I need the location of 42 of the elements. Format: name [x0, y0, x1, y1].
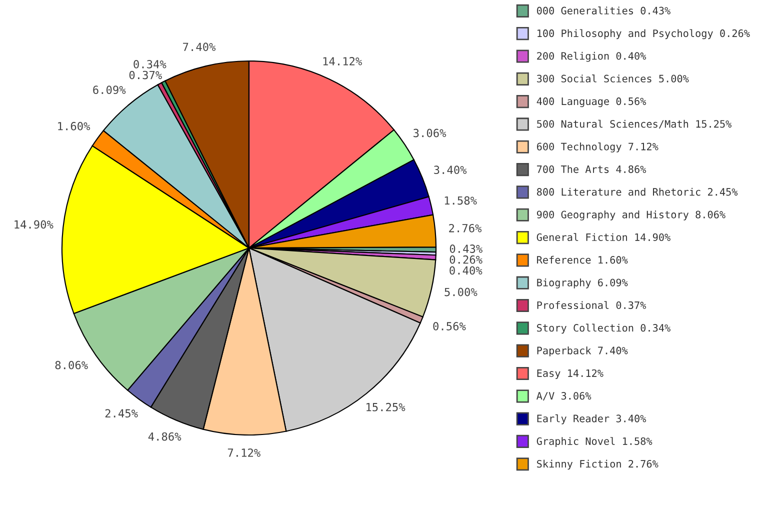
data-label: 7.12%	[228, 448, 260, 457]
legend-label: Story Collection 0.34%	[537, 324, 670, 334]
legend-label: 300 Social Sciences 5.00%	[537, 74, 689, 82]
data-label: 0.26%	[450, 255, 482, 264]
legend-label: 500 Natural Sciences/Math 15.25%	[537, 120, 732, 129]
legend-label: A/V 3.06%	[536, 392, 592, 400]
legend-label: General Fiction 14.90%	[536, 233, 670, 242]
legend-label: 200 Religion 0.40%	[537, 52, 646, 62]
data-label: 6.09%	[93, 86, 126, 94]
legend-label: Easy 14.12%	[537, 369, 604, 379]
data-label: 14.90%	[14, 220, 54, 229]
legend-label: 900 Geography and History 8.06%	[536, 210, 726, 220]
legend-label: Biography 6.09%	[537, 278, 628, 288]
data-label: 0.56%	[433, 322, 466, 330]
data-label: 3.40%	[434, 166, 467, 174]
legend-label: 800 Literature and Rhetoric 2.45%	[536, 188, 738, 196]
data-label: 8.06%	[55, 360, 88, 370]
legend-label: Graphic Novel 1.58%	[536, 437, 652, 447]
data-label: 0.43%	[450, 244, 482, 253]
legend-label: 400 Language 0.56%	[536, 97, 646, 108]
legend-label: Professional 0.37%	[537, 301, 646, 310]
data-label: 0.40%	[450, 266, 482, 275]
data-label: 5.00%	[444, 288, 478, 296]
data-label: 15.25%	[366, 402, 406, 412]
data-label: 1.60%	[58, 122, 90, 130]
legend-label: 600 Technology 7.12%	[536, 142, 658, 152]
legend-label: 000 Generalities 0.43%	[536, 6, 670, 14]
legend-label: 100 Philosophy and Psychology 0.26%	[538, 29, 750, 40]
data-label: 4.86%	[148, 432, 182, 441]
legend-label: 700 The Arts 4.86%	[537, 165, 646, 174]
legend-label: Paperback 7.40%	[537, 346, 628, 356]
legend-label: Reference 1.60%	[537, 256, 628, 264]
legend-label: Early Reader 3.40%	[537, 414, 646, 424]
data-label: 2.76%	[449, 224, 482, 232]
data-label: 1.58%	[444, 196, 477, 205]
data-label: 0.34%	[134, 60, 166, 68]
data-label: 3.06%	[414, 128, 446, 138]
data-label: 2.45%	[105, 409, 138, 418]
data-label: 14.12%	[323, 57, 362, 66]
data-label: 0.37%	[129, 70, 162, 80]
data-label: 7.40%	[183, 42, 216, 52]
legend-label: Skinny Fiction 2.76%	[537, 460, 658, 470]
